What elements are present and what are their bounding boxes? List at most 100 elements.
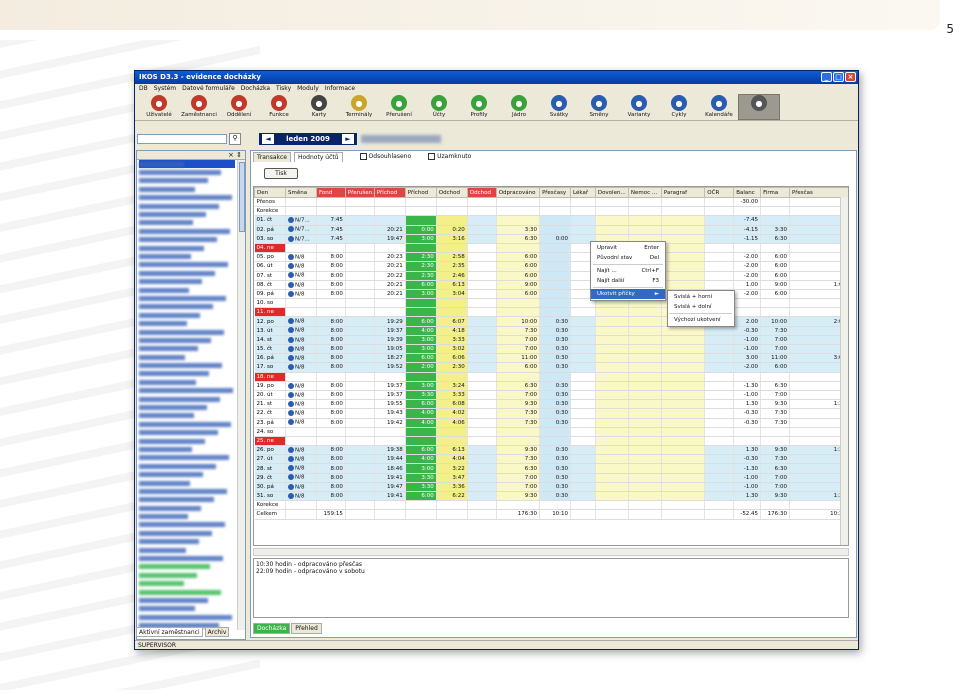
- table-row[interactable]: 20. út N/8 8:00 19:37 3:30 3:33 7:00 0:30 -1.00 7…: [254, 390, 848, 401]
- toolbar-button[interactable]: ● Varianty: [619, 95, 659, 119]
- employee-list-item[interactable]: [139, 387, 235, 395]
- employee-list-item[interactable]: [139, 403, 235, 411]
- employee-list-item[interactable]: [139, 588, 235, 596]
- column-header[interactable]: OČR: [704, 187, 735, 198]
- menu-item[interactable]: Docházka: [240, 85, 271, 92]
- table-row[interactable]: Korekce: [254, 206, 848, 217]
- table-row[interactable]: 15. čt N/8 8:00 19:05 3:00 3:02 7:00 0:30 -1.00 7…: [254, 344, 848, 355]
- employee-list-item[interactable]: [139, 286, 235, 294]
- menu-item[interactable]: DB: [139, 85, 148, 92]
- grid-vertical-scrollbar[interactable]: [840, 197, 848, 545]
- toolbar-button[interactable]: ● Cykly: [659, 95, 699, 119]
- column-header[interactable]: Fond: [315, 187, 346, 198]
- toolbar-button[interactable]: ● Směny: [579, 95, 619, 119]
- table-row[interactable]: 19. po N/8 8:00 19:37 3:00 3:24 6:30 0:30 -1.30 6…: [254, 381, 848, 391]
- column-header[interactable]: Firma: [760, 187, 790, 198]
- employee-list-item[interactable]: [139, 294, 235, 302]
- employee-list-item[interactable]: [139, 361, 235, 369]
- menu-item[interactable]: Tisky: [276, 85, 292, 92]
- toolbar-button[interactable]: ● Účty: [419, 95, 459, 119]
- tab-archive[interactable]: Archiv: [204, 627, 230, 637]
- table-row[interactable]: 06. út N/8 8:00 20:21 2:30 2:35 6:00 -2.00 6:00: [254, 261, 848, 272]
- employee-list-item[interactable]: [139, 470, 235, 478]
- table-row[interactable]: Celkem 159:15 176:30 10:10 -52.45 176:30 10:30: [254, 509, 848, 520]
- employee-list-item[interactable]: [139, 227, 235, 235]
- employee-list-item[interactable]: [139, 580, 235, 588]
- toolbar-button[interactable]: ● Karty: [299, 95, 339, 119]
- prev-month-button[interactable]: ◄: [262, 134, 274, 144]
- employee-list-item[interactable]: [139, 546, 235, 554]
- employee-list-item[interactable]: [139, 445, 235, 453]
- employee-list-item[interactable]: [139, 538, 235, 546]
- table-row[interactable]: 22. čt N/8 8:00 19:43 4:00 4:02 7:30 0:30 -0.30 7…: [254, 408, 848, 419]
- table-row[interactable]: 25. ne: [254, 436, 848, 447]
- submenu-item-vertical-top[interactable]: Svislá + horní: [674, 294, 713, 300]
- toolbar-button[interactable]: ● Uživatelé: [139, 95, 179, 119]
- toolbar-button[interactable]: ● Zaměstnanci: [179, 95, 219, 119]
- employee-list-item[interactable]: [139, 605, 235, 613]
- table-row[interactable]: 16. pá N/8 8:00 18:27 6:00 6:06 11:00 0:30 3.00 1…: [254, 353, 848, 364]
- employee-list-item[interactable]: [139, 563, 235, 571]
- employee-list-item[interactable]: [139, 261, 235, 269]
- employee-list-item[interactable]: [139, 512, 235, 520]
- menu-item-find-next[interactable]: Najít další F3: [591, 276, 665, 286]
- toolbar-button[interactable]: ● Terminály: [339, 95, 379, 119]
- table-row[interactable]: 28. st N/8 8:00 18:46 3:00 3:22 6:30 0:30 -1.30 6…: [254, 463, 848, 474]
- employee-list-item[interactable]: [139, 613, 235, 621]
- menu-item-edit[interactable]: Upravit Enter: [591, 243, 665, 253]
- employee-list-item[interactable]: [139, 345, 235, 353]
- table-row[interactable]: 23. pá N/8 8:00 19:42 4:00 4:06 7:30 0:30 -0.30 7…: [254, 418, 848, 428]
- employee-list-item[interactable]: [139, 429, 235, 437]
- employee-list-item[interactable]: [139, 504, 235, 512]
- print-button[interactable]: Tisk: [264, 168, 298, 179]
- approved-checkbox[interactable]: Odsouhlaseno: [359, 153, 411, 160]
- employee-list-item[interactable]: [139, 487, 235, 495]
- employee-list-item[interactable]: [139, 596, 235, 604]
- table-row[interactable]: 26. po N/8 8:00 19:38 6:00 6:13 9:30 0:30 1.30 9:…: [254, 445, 848, 456]
- table-row[interactable]: Přenos -30.00: [254, 197, 848, 208]
- search-input[interactable]: [137, 134, 227, 144]
- toolbar-button[interactable]: ● Jádro: [499, 95, 539, 119]
- submenu-item-default[interactable]: Výchozí ukotvení: [674, 317, 721, 323]
- locked-checkbox[interactable]: Uzamknuto: [428, 153, 471, 160]
- column-header[interactable]: Paragraf: [660, 187, 706, 198]
- grid-horizontal-scrollbar[interactable]: [253, 548, 849, 556]
- employee-list-item[interactable]: [139, 571, 235, 579]
- employee-list-item[interactable]: [139, 236, 235, 244]
- employee-list-item[interactable]: [139, 219, 235, 227]
- employee-list-item[interactable]: [139, 454, 235, 462]
- table-row[interactable]: 18. ne: [254, 372, 848, 382]
- toolbar-button[interactable]: ● Funkce: [259, 95, 299, 119]
- column-header[interactable]: Příchod: [404, 187, 437, 198]
- menu-item-find[interactable]: Najít ... Ctrl+F: [591, 266, 665, 276]
- employee-list-item[interactable]: [139, 277, 235, 285]
- employee-list-item[interactable]: [139, 244, 235, 252]
- table-row[interactable]: 27. út N/8 8:00 19:44 4:00 4:04 7:30 0:30 -0.30 7…: [254, 454, 848, 465]
- employee-list-item[interactable]: [139, 269, 235, 277]
- employee-list-item[interactable]: [139, 202, 235, 210]
- table-row[interactable]: 07. st N/8 8:00 20:22 2:30 2:46 6:00 -2.00 6:00: [254, 271, 848, 281]
- tab-account-values[interactable]: Hodnoty účtů: [294, 151, 343, 162]
- column-header[interactable]: Odpracováno: [495, 187, 541, 198]
- table-row[interactable]: 04. ne: [254, 243, 848, 254]
- tab-attendance[interactable]: Docházka: [253, 623, 291, 634]
- employee-list-item[interactable]: [139, 194, 235, 202]
- table-row[interactable]: 29. čt N/8 8:00 19:41 3:30 3:47 7:00 0:30 -1.00 7…: [254, 473, 848, 483]
- employee-list-item[interactable]: [139, 185, 235, 193]
- employee-list-item[interactable]: [139, 160, 235, 169]
- employee-list-item[interactable]: [139, 177, 235, 185]
- toolbar-button[interactable]: ● Kalendáře: [699, 95, 739, 119]
- column-header[interactable]: Dovolen...: [594, 187, 629, 198]
- employee-list-item[interactable]: [139, 168, 235, 176]
- employee-list-item[interactable]: [139, 529, 235, 537]
- table-row[interactable]: 30. pá N/8 8:00 19:47 3:30 3:36 7:00 0:30 -1.00 7…: [254, 482, 848, 493]
- table-row[interactable]: 13. út N/8 8:00 19:37 4:00 4:18 7:30 0:30 -0.30 7…: [254, 326, 848, 336]
- employee-list-item[interactable]: [139, 496, 235, 504]
- submenu-item-vertical-bottom[interactable]: Svislá + dolní: [674, 304, 712, 310]
- employee-list-item[interactable]: [139, 319, 235, 327]
- menu-item-freeze-panes[interactable]: Ukotvit příčky ►: [591, 289, 665, 299]
- column-header[interactable]: Směna: [284, 187, 317, 198]
- column-header[interactable]: Nemoc ...: [627, 187, 662, 198]
- maximize-button[interactable]: □: [833, 72, 844, 82]
- toolbar-button[interactable]: ● Profily: [459, 95, 499, 119]
